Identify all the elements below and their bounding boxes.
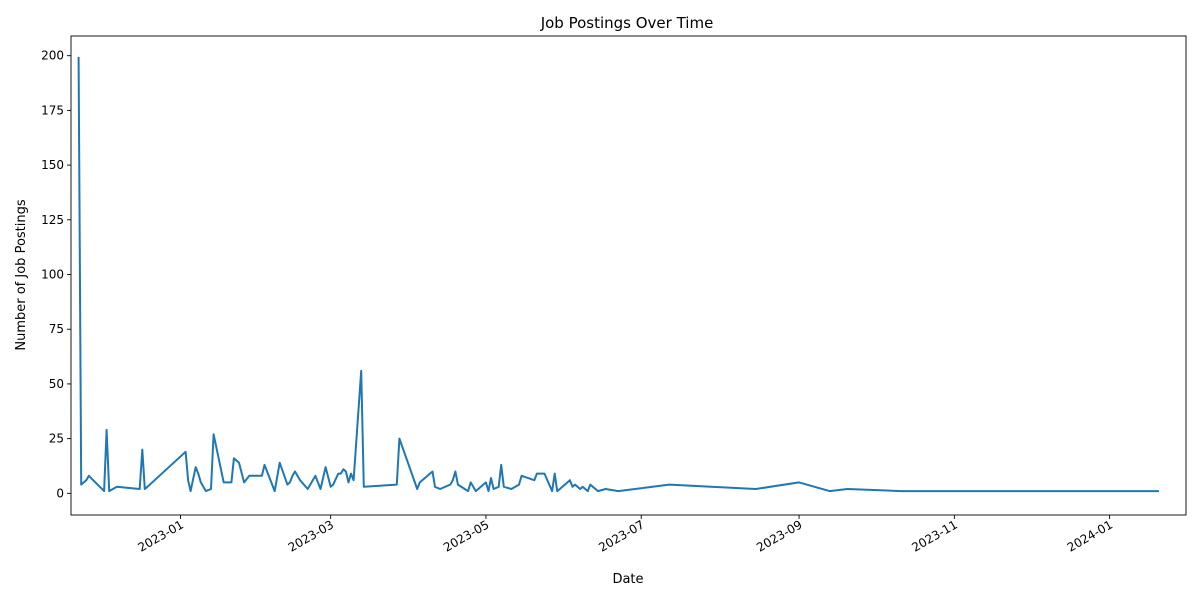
y-tick-label: 125 [41, 213, 64, 227]
y-tick-label: 25 [49, 432, 64, 446]
plot-frame [70, 35, 1187, 516]
y-tick-label: 150 [41, 158, 64, 172]
y-axis-label: Number of Job Postings [14, 199, 29, 350]
chart-title: Job Postings Over Time [540, 14, 714, 32]
y-axis-ticks: 0 25 50 75 100 125 150 175 200 [41, 49, 71, 500]
y-tick-label: 0 [56, 486, 64, 500]
job-postings-line [77, 56, 1159, 493]
y-tick-label: 200 [41, 49, 64, 63]
y-tick-label: 175 [41, 103, 64, 117]
y-tick-label: 100 [41, 268, 64, 282]
y-tick-label: 75 [49, 322, 64, 336]
x-axis-label: Date [612, 572, 643, 587]
y-tick-label: 50 [49, 377, 64, 391]
